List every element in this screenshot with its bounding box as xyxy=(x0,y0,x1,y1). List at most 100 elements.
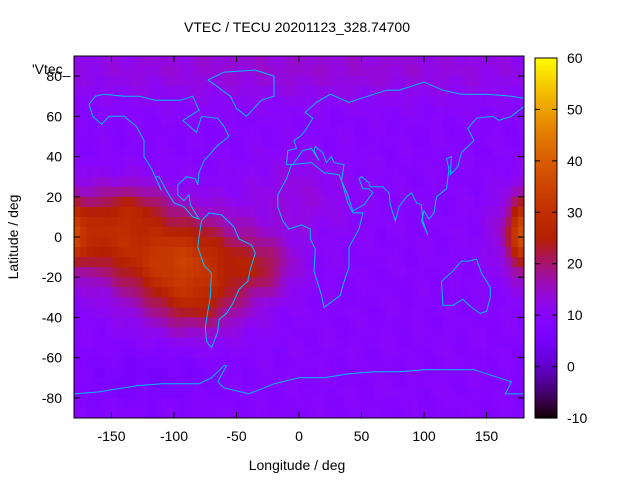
heatmap-cell xyxy=(174,317,181,329)
heatmap-cell xyxy=(430,226,438,238)
heatmap-cell xyxy=(261,216,269,228)
colorbar-strip xyxy=(535,83,557,87)
heatmap-cell xyxy=(155,136,163,148)
heatmap-cell xyxy=(449,407,456,418)
heatmap-cell xyxy=(224,196,231,208)
heatmap-cell xyxy=(86,176,94,188)
heatmap-cell xyxy=(399,76,406,87)
heatmap-cell xyxy=(511,307,519,319)
heatmap-cell xyxy=(436,66,444,77)
heatmap-cell xyxy=(299,86,306,97)
heatmap-cell xyxy=(292,96,300,107)
colorbar-strip xyxy=(535,289,557,293)
heatmap-cell xyxy=(405,237,413,248)
heatmap-cell xyxy=(111,377,119,389)
heatmap-cell xyxy=(392,357,400,369)
heatmap-cell xyxy=(436,146,444,158)
heatmap-cell xyxy=(311,136,319,148)
colorbar-strip xyxy=(535,73,557,77)
heatmap-cell xyxy=(92,247,100,258)
heatmap-cell xyxy=(299,307,306,319)
heatmap-cell xyxy=(499,237,506,248)
heatmap-cell xyxy=(111,226,119,238)
colorbar-strip xyxy=(535,130,557,134)
heatmap-cell xyxy=(461,206,469,218)
heatmap-cell xyxy=(267,267,275,278)
heatmap-cell xyxy=(217,287,225,298)
heatmap-cell xyxy=(192,247,200,258)
heatmap-cell xyxy=(130,347,138,359)
y-tick-label: -60 xyxy=(42,350,62,366)
heatmap-cell xyxy=(249,66,256,77)
heatmap-cell xyxy=(255,96,263,107)
heatmap-cell xyxy=(149,377,156,389)
heatmap-cell xyxy=(461,367,469,379)
heatmap-cell xyxy=(342,347,350,359)
heatmap-cell xyxy=(392,96,400,107)
heatmap-cell xyxy=(236,297,244,308)
heatmap-cell xyxy=(174,257,181,268)
heatmap-cell xyxy=(255,407,263,418)
colorbar-strip xyxy=(535,207,557,211)
heatmap-cell xyxy=(124,247,131,258)
heatmap-cell xyxy=(374,66,381,77)
heatmap-cell xyxy=(255,136,263,148)
heatmap-cell xyxy=(86,156,94,168)
heatmap-cell xyxy=(299,76,306,87)
heatmap-cell xyxy=(449,337,456,349)
heatmap-cell xyxy=(230,206,238,218)
heatmap-cell xyxy=(167,116,175,127)
heatmap-cell xyxy=(292,307,300,319)
heatmap-cell xyxy=(136,337,144,349)
heatmap-cell xyxy=(99,176,106,188)
heatmap-cell xyxy=(167,76,175,87)
heatmap-cell xyxy=(199,257,206,268)
heatmap-cell xyxy=(442,136,450,148)
heatmap-cell xyxy=(292,397,300,409)
heatmap-cell xyxy=(255,317,263,329)
heatmap-cell xyxy=(455,287,463,298)
heatmap-cell xyxy=(374,337,381,349)
heatmap-cell xyxy=(392,86,400,97)
heatmap-cell xyxy=(267,377,275,389)
heatmap-cell xyxy=(224,377,231,389)
heatmap-cell xyxy=(249,387,256,399)
heatmap-cell xyxy=(511,216,519,228)
heatmap-cell xyxy=(324,337,331,349)
heatmap-cell xyxy=(424,407,431,418)
heatmap-cell xyxy=(236,176,244,188)
heatmap-cell xyxy=(480,106,488,117)
heatmap-cell xyxy=(342,116,350,127)
colorbar-strip xyxy=(535,394,557,399)
heatmap-cell xyxy=(449,106,456,117)
heatmap-cell xyxy=(74,166,81,178)
heatmap-cell xyxy=(324,166,331,178)
heatmap-cell xyxy=(455,377,463,389)
heatmap-cell xyxy=(130,206,138,218)
heatmap-cell xyxy=(492,76,500,87)
heatmap-cell xyxy=(430,136,438,148)
heatmap-cell xyxy=(486,367,494,379)
heatmap-cell xyxy=(205,277,213,288)
heatmap-cell xyxy=(117,407,125,418)
heatmap-cell xyxy=(342,196,350,208)
heatmap-cell xyxy=(86,126,94,138)
colorbar-strip xyxy=(535,230,557,234)
heatmap-cell xyxy=(286,156,294,168)
heatmap-cell xyxy=(236,156,244,168)
heatmap-cell xyxy=(292,196,300,208)
heatmap-cell xyxy=(417,317,425,329)
heatmap-cell xyxy=(474,146,481,158)
heatmap-cell xyxy=(286,176,294,188)
heatmap-cell xyxy=(330,136,338,148)
heatmap-cell xyxy=(217,237,225,248)
heatmap-cell xyxy=(424,206,431,218)
heatmap-cell xyxy=(511,56,519,67)
heatmap-cell xyxy=(274,257,281,268)
heatmap-cell xyxy=(205,367,213,379)
heatmap-cell xyxy=(467,136,475,148)
heatmap-cell xyxy=(305,106,313,117)
heatmap-cell xyxy=(505,166,513,178)
heatmap-cell xyxy=(424,307,431,319)
colorbar-strip xyxy=(535,114,557,118)
